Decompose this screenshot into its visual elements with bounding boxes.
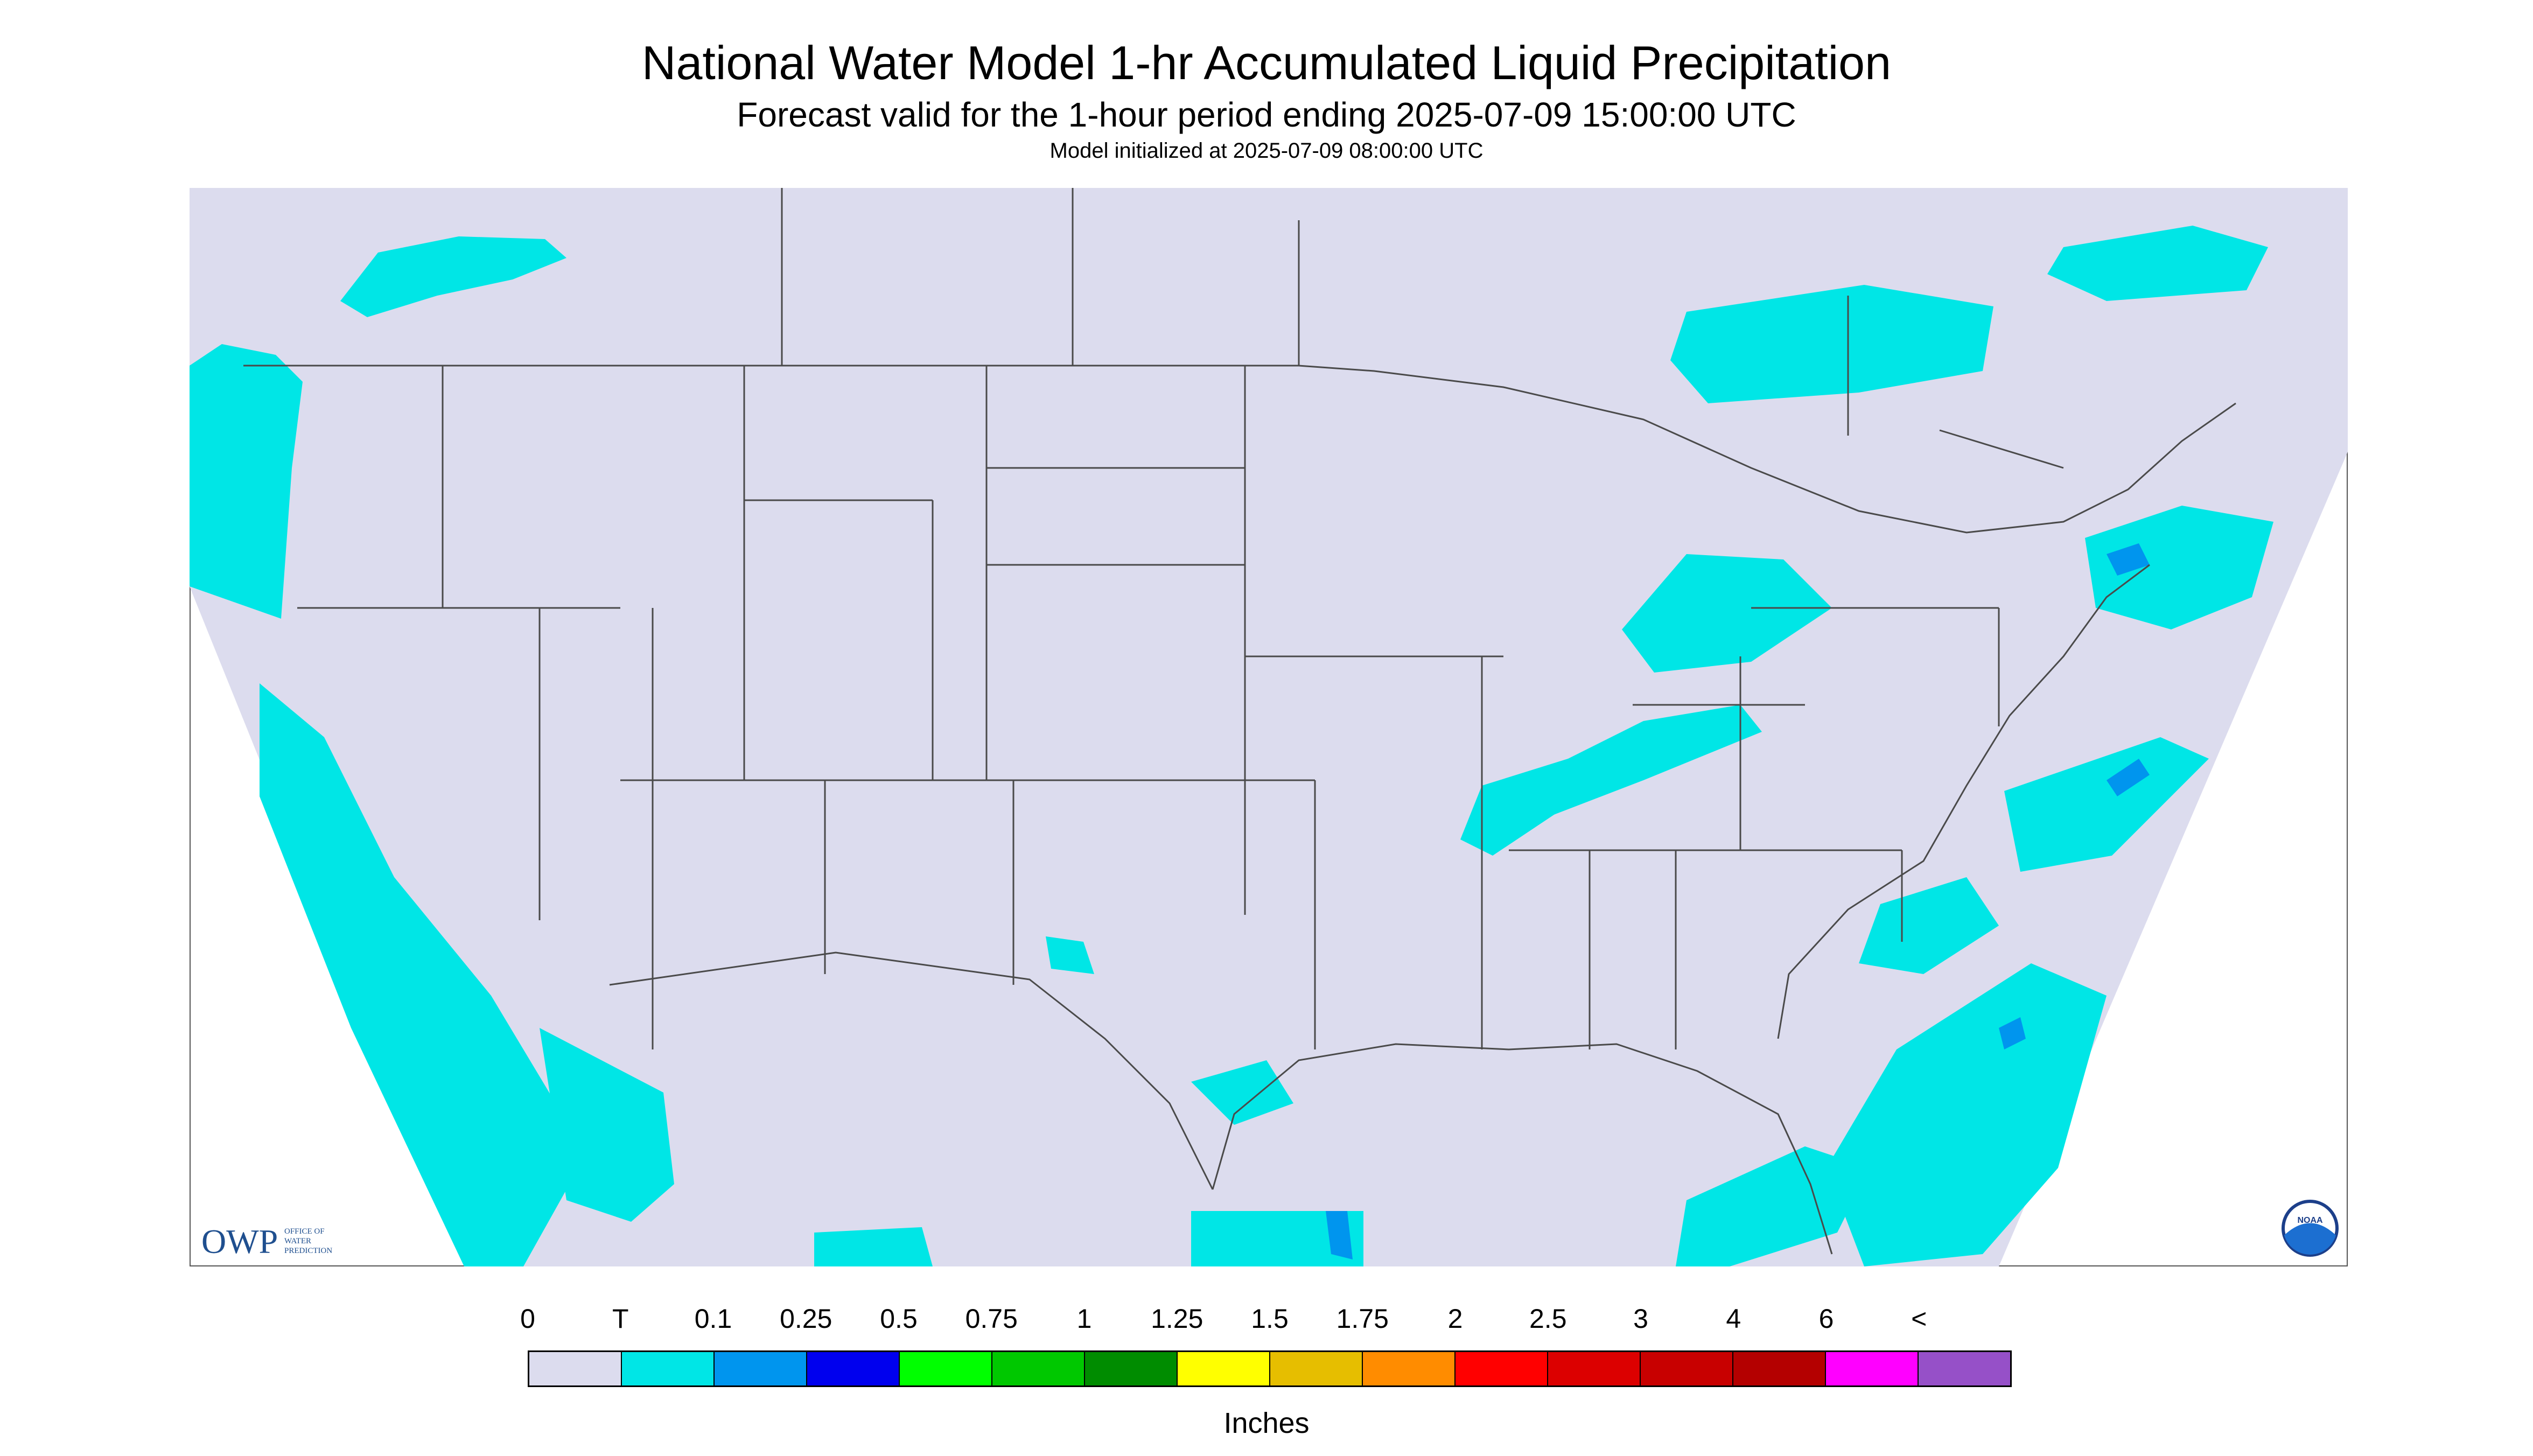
precip-mississippi bbox=[1460, 759, 1590, 856]
owp-line2: WATER bbox=[284, 1237, 311, 1245]
legend-tick-label: 1.25 bbox=[1151, 1304, 1203, 1334]
legend-tick-label: 2.5 bbox=[1529, 1304, 1567, 1334]
map-subtitle: Forecast valid for the 1-hour period end… bbox=[737, 95, 1796, 134]
legend-swatch bbox=[1085, 1352, 1178, 1385]
precip-atlantic-bands bbox=[1827, 963, 2107, 1266]
legend-tick-label: 3 bbox=[1633, 1304, 1648, 1334]
legend-swatch bbox=[1270, 1352, 1363, 1385]
owp-line1: OFFICE OF bbox=[284, 1227, 325, 1236]
precipitation-map: OWP OFFICE OF WATER PREDICTION NOAA bbox=[190, 188, 2348, 1266]
owp-abbrev: OWP bbox=[201, 1222, 278, 1261]
legend-tick-label: 1 bbox=[1076, 1304, 1092, 1334]
legend-swatch bbox=[1178, 1352, 1270, 1385]
precip-texas-panhandle bbox=[1046, 936, 1094, 974]
legend-tick-label: 4 bbox=[1726, 1304, 1741, 1334]
legend-swatch bbox=[622, 1352, 715, 1385]
legend-swatch bbox=[1641, 1352, 1733, 1385]
precip-gulf-south bbox=[1191, 1211, 1363, 1266]
legend-swatch bbox=[807, 1352, 900, 1385]
legend-swatch bbox=[1919, 1352, 2010, 1385]
legend-tick-label: 0.1 bbox=[694, 1304, 732, 1334]
legend-tick-label: 6 bbox=[1818, 1304, 1834, 1334]
precip-atlantic-light-cell bbox=[2107, 759, 2150, 796]
legend-tick-label: 0.25 bbox=[780, 1304, 832, 1334]
legend-swatch bbox=[900, 1352, 992, 1385]
owp-logo: OWP OFFICE OF WATER PREDICTION bbox=[201, 1222, 332, 1261]
legend-units: Inches bbox=[1223, 1407, 1310, 1439]
legend-tick-label: 1.75 bbox=[1336, 1304, 1389, 1334]
precip-gulf-florida bbox=[1676, 1146, 1870, 1266]
noaa-logo: NOAA bbox=[2282, 1200, 2339, 1257]
precip-bahamas-cell bbox=[1999, 1017, 2026, 1049]
precipitation-areas bbox=[190, 226, 2273, 1266]
legend-swatch bbox=[1548, 1352, 1641, 1385]
legend-tick-label: T bbox=[612, 1304, 629, 1334]
boundary-lines bbox=[243, 188, 2236, 1255]
state-lines-central bbox=[985, 366, 1591, 1049]
precip-boston-cell bbox=[2107, 543, 2150, 576]
state-lines-east bbox=[1509, 607, 2000, 1049]
us-atlantic-coast bbox=[1777, 564, 2150, 1039]
legend-labels: 0 T 0.1 0.25 0.5 0.75 1 1.25 1.5 1.75 2 2.5 3 4 6 < bbox=[0, 1303, 2533, 1335]
model-domain bbox=[190, 188, 2348, 1266]
legend-swatch bbox=[715, 1352, 807, 1385]
legend-tick-label: 0.5 bbox=[880, 1304, 918, 1334]
legend-swatch bbox=[992, 1352, 1085, 1385]
precip-great-lakes bbox=[1622, 554, 1832, 673]
legend-tick-label: 1.5 bbox=[1251, 1304, 1289, 1334]
legend-colorbar bbox=[528, 1350, 2012, 1387]
legend-swatch bbox=[1733, 1352, 1826, 1385]
precip-pacific-south bbox=[814, 1227, 933, 1266]
precipitation-heavier bbox=[1326, 543, 2150, 1259]
legend-swatch bbox=[1826, 1352, 1919, 1385]
precip-california-coast bbox=[260, 683, 566, 1266]
map-title: National Water Model 1-hr Accumulated Li… bbox=[641, 36, 1892, 89]
precip-gulf-light-cell bbox=[1326, 1211, 1353, 1259]
precip-pacific-northwest bbox=[190, 344, 303, 619]
precip-bc-coast bbox=[340, 236, 566, 317]
legend-swatch bbox=[529, 1352, 622, 1385]
us-canada-border bbox=[243, 365, 2236, 534]
precip-new-england bbox=[2085, 506, 2273, 629]
legend-tick-label: 0 bbox=[520, 1304, 535, 1334]
noaa-text: NOAA bbox=[2297, 1216, 2323, 1225]
legend-tick-label: 2 bbox=[1447, 1304, 1463, 1334]
canada-province-lines bbox=[781, 188, 2064, 469]
precip-carolina-offshore bbox=[2004, 737, 2209, 872]
us-mexico-border bbox=[609, 951, 1214, 1190]
legend-swatch bbox=[1363, 1352, 1456, 1385]
legend-tick-label: 0.75 bbox=[965, 1304, 1018, 1334]
us-gulf-coast bbox=[1212, 1043, 1833, 1255]
precip-quebec-east bbox=[2047, 226, 2268, 301]
model-init-time: Model initialized at 2025-07-09 08:00:00… bbox=[1049, 139, 1484, 163]
legend-swatch bbox=[1456, 1352, 1548, 1385]
state-lines-west bbox=[297, 366, 1315, 1049]
precip-baja-pacific bbox=[540, 1028, 674, 1222]
legend-tick-label: < bbox=[1911, 1304, 1927, 1334]
precip-quebec bbox=[1670, 285, 1993, 403]
precip-western-gulf bbox=[1191, 1060, 1293, 1125]
owp-line3: PREDICTION bbox=[284, 1247, 332, 1255]
precip-southeast-coast bbox=[1859, 877, 1999, 974]
